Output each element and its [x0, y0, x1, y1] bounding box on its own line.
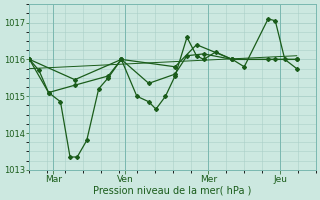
X-axis label: Pression niveau de la mer( hPa ): Pression niveau de la mer( hPa ): [93, 186, 252, 196]
